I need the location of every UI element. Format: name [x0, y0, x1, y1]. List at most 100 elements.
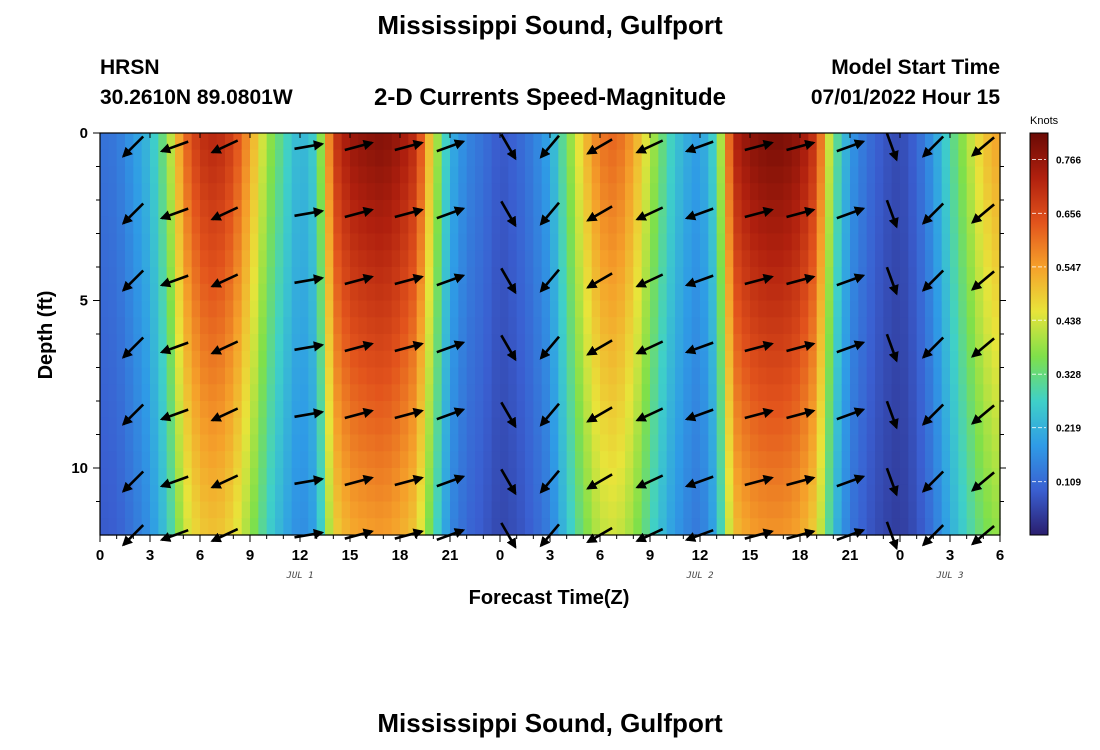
heatmap-cell: [683, 350, 693, 369]
heatmap-cell: [325, 233, 334, 251]
heatmap-cell: [258, 317, 268, 335]
heatmap-cell: [333, 133, 343, 151]
heatmap-cell: [158, 401, 168, 419]
heatmap-cell: [708, 350, 718, 369]
heatmap-cell: [200, 334, 209, 352]
heatmap-cell: [225, 401, 234, 419]
heatmap-cell: [266, 451, 276, 469]
heatmap-cell: [200, 367, 209, 385]
current-vector-arrow: [500, 522, 517, 549]
heatmap-cell: [583, 166, 593, 184]
heatmap-cell: [333, 434, 343, 452]
heatmap-cell: [566, 350, 576, 369]
heatmap-cell: [816, 334, 826, 352]
heatmap-cell: [575, 149, 584, 168]
heatmap-cell: [141, 317, 151, 335]
heatmap-cell: [908, 334, 918, 352]
heatmap-cell: [400, 434, 409, 452]
current-vector-arrow: [344, 407, 374, 420]
heatmap-cell: [566, 434, 576, 452]
heatmap-cell: [708, 183, 718, 201]
heatmap-cell: [458, 417, 468, 436]
heatmap-cell: [983, 484, 993, 503]
heatmap-cell: [275, 183, 284, 201]
heatmap-cell: [300, 133, 309, 151]
current-vector-arrow: [921, 202, 945, 225]
heatmap-cell: [808, 149, 818, 168]
heatmap-cell: [233, 350, 243, 369]
heatmap-cell: [158, 384, 168, 402]
heatmap-cell: [100, 317, 109, 335]
heatmap-cell: [733, 434, 743, 452]
heatmap-cell: [891, 401, 901, 419]
heatmap-cell: [450, 417, 459, 436]
colorbar-tick-label: 0.109: [1056, 478, 1081, 489]
heatmap-cell: [766, 434, 776, 452]
heatmap-cell: [283, 401, 293, 419]
heatmap-cell: [708, 384, 718, 402]
heatmap-cell: [325, 350, 334, 369]
heatmap-cell: [400, 200, 409, 218]
heatmap-cell: [283, 350, 293, 369]
heatmap-cell: [791, 233, 801, 251]
heatmap-cell: [675, 267, 684, 285]
heatmap-cell: [258, 300, 268, 318]
heatmap-cell: [658, 183, 668, 201]
heatmap-cell: [791, 300, 801, 318]
heatmap-cell: [125, 283, 134, 302]
heatmap-cell: [975, 250, 984, 268]
heatmap-cell: [900, 434, 909, 452]
heatmap-cell: [591, 317, 601, 335]
current-vector-arrow: [786, 206, 816, 219]
heatmap-cell: [408, 267, 418, 285]
heatmap-cell: [441, 401, 451, 419]
heatmap-cell: [766, 451, 776, 469]
heatmap-cell: [566, 334, 576, 352]
heatmap-cell: [225, 317, 234, 335]
heatmap-cell: [466, 451, 476, 469]
heatmap-cell: [291, 133, 301, 151]
heatmap-cell: [275, 233, 284, 251]
current-vector-arrow: [210, 206, 239, 221]
heatmap-cell: [766, 300, 776, 318]
heatmap-cell: [416, 350, 426, 369]
heatmap-cell: [316, 200, 326, 218]
heatmap-cell: [666, 133, 676, 151]
heatmap-cell: [458, 233, 468, 251]
heatmap-cell: [341, 233, 351, 251]
heatmap-cell: [633, 484, 643, 503]
heatmap-cell: [491, 317, 501, 335]
heatmap-cell: [741, 233, 751, 251]
heatmap-cell: [425, 384, 434, 402]
heatmap-cell: [225, 367, 234, 385]
heatmap-cell: [266, 468, 276, 486]
heatmap-cell: [858, 166, 868, 184]
heatmap-cell: [633, 183, 643, 201]
heatmap-cell: [150, 518, 159, 536]
heatmap-cell: [125, 300, 134, 318]
heatmap-cell: [808, 417, 818, 436]
heatmap-cell: [691, 451, 701, 469]
heatmap-cell: [491, 216, 501, 235]
heatmap-cell: [591, 401, 601, 419]
heatmap-cell: [908, 484, 918, 503]
heatmap-cell: [758, 501, 768, 519]
heatmap-cell: [975, 468, 984, 486]
heatmap-cell: [383, 484, 393, 503]
heatmap-cell: [841, 468, 851, 486]
heatmap-cell: [900, 149, 909, 168]
heatmap-cell: [200, 133, 209, 151]
heatmap-cell: [666, 166, 676, 184]
heatmap-cell: [575, 468, 584, 486]
heatmap-cell: [958, 233, 968, 251]
heatmap-cell: [583, 149, 593, 168]
heatmap-cell: [375, 484, 384, 503]
heatmap-cell: [483, 200, 493, 218]
heatmap-cell: [633, 518, 643, 536]
heatmap-cell: [733, 484, 743, 503]
heatmap-cell: [283, 267, 293, 285]
heatmap-cell: [366, 283, 376, 302]
heatmap-cell: [441, 267, 451, 285]
heatmap-cell: [558, 149, 568, 168]
heatmap-cell: [300, 434, 309, 452]
